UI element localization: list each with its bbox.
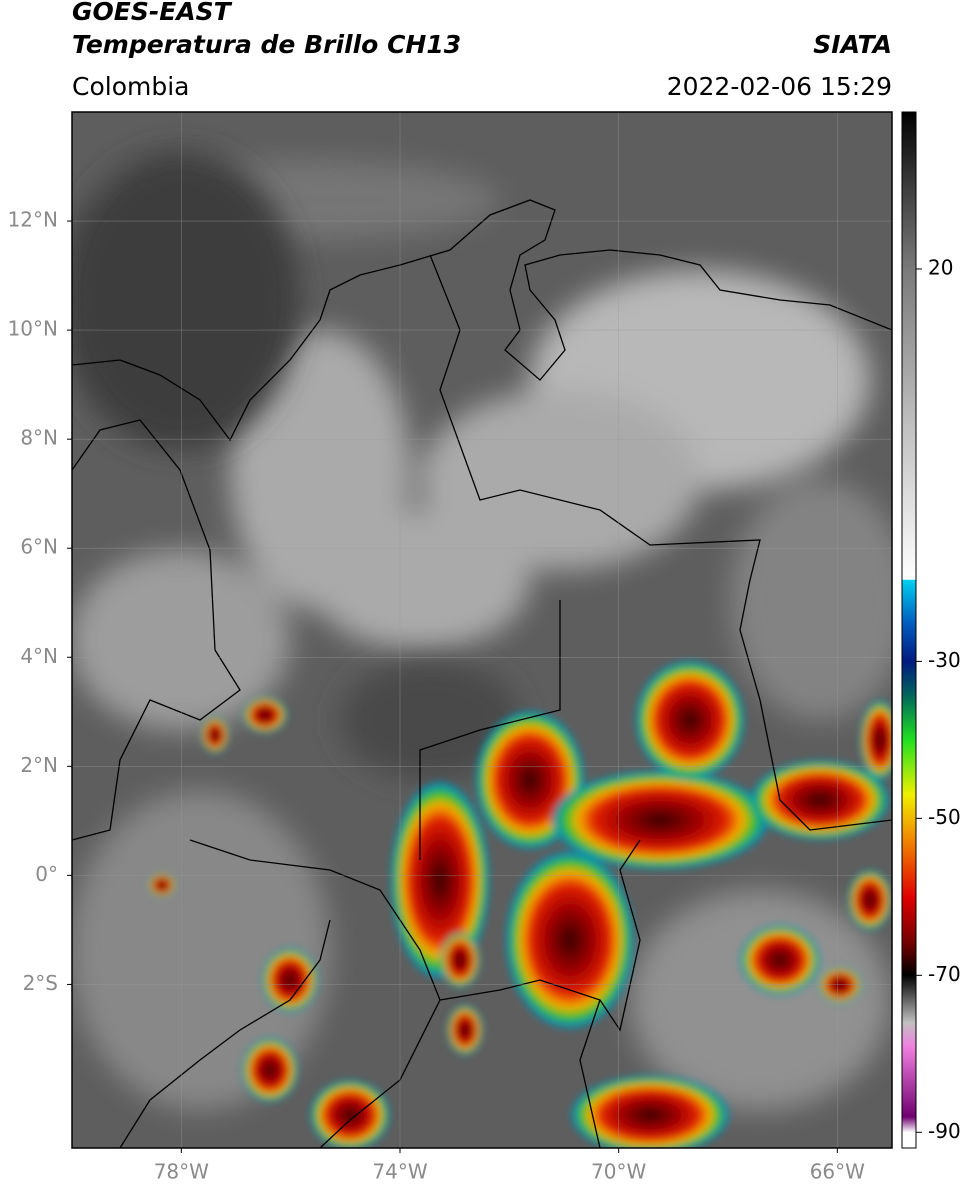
x-tick-label: 66°W (810, 1160, 865, 1184)
colorbar-label: 20 (928, 255, 953, 279)
y-tick-label: 12°N (8, 208, 58, 232)
satellite-image (72, 112, 892, 1148)
y-tick-label: 4°N (20, 644, 58, 668)
region: Colombia (72, 72, 189, 101)
borders (72, 199, 892, 1148)
colorbar-label: -50 (928, 805, 961, 829)
x-tick-label: 74°W (372, 1160, 427, 1184)
colorbar-label: -30 (928, 648, 961, 672)
y-tick-label: 10°N (8, 317, 58, 341)
y-tick-label: 6°N (20, 535, 58, 559)
y-tick-label: 2°S (23, 971, 58, 995)
colorbar-label: -70 (928, 962, 961, 986)
y-tick-label: 0° (35, 862, 58, 886)
y-tick-label: 2°N (20, 753, 58, 777)
x-tick-label: 70°W (591, 1160, 646, 1184)
source: SIATA (813, 30, 892, 59)
colorbar (901, 111, 917, 1149)
title: GOES-EAST (72, 0, 233, 26)
subtitle: Temperatura de Brillo CH13 (72, 30, 461, 59)
timestamp: 2022-02-06 15:29 (667, 72, 892, 101)
map-frame (71, 111, 893, 1149)
colorbar-label: -90 (928, 1119, 961, 1143)
y-tick-label: 8°N (20, 426, 58, 450)
x-tick-label: 78°W (154, 1160, 209, 1184)
